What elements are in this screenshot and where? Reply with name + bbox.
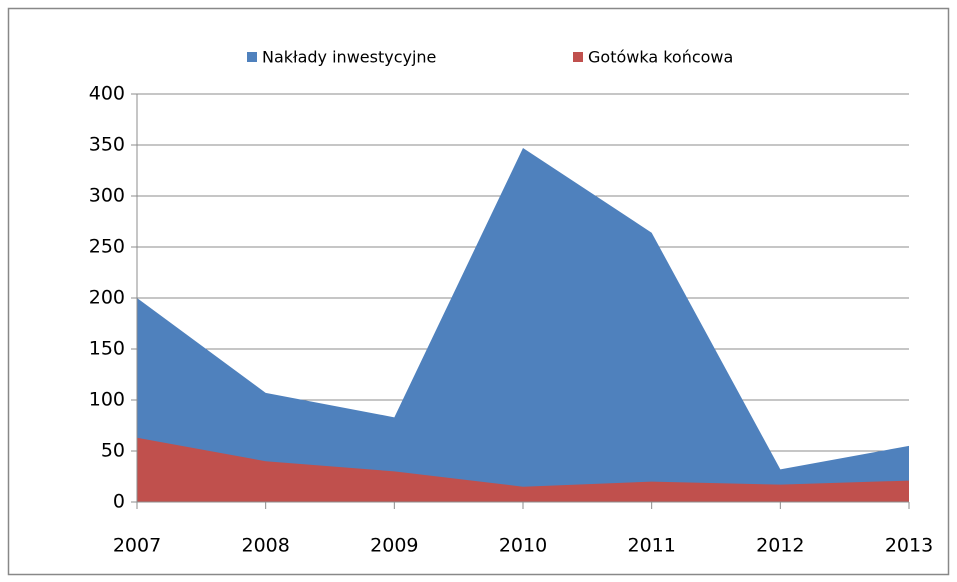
legend-swatch — [573, 52, 583, 62]
legend: Nakłady inwestycyjne Gotówka końcowa — [247, 48, 733, 67]
x-tick-label: 2013 — [885, 535, 933, 557]
y-tick-label: 250 — [89, 236, 125, 258]
x-tick-label: 2008 — [241, 535, 289, 557]
x-tick-label: 2007 — [113, 535, 161, 557]
y-tick-label: 350 — [89, 134, 125, 156]
y-tick-label: 300 — [89, 185, 125, 207]
area — [137, 437, 909, 502]
y-tick-label: 150 — [89, 338, 125, 360]
x-tick-label: 2012 — [756, 535, 804, 557]
y-tick-label: 100 — [89, 389, 125, 411]
x-tick-label: 2011 — [627, 535, 675, 557]
area — [137, 148, 909, 502]
y-tick-label: 200 — [89, 287, 125, 309]
legend-label: Nakłady inwestycyjne — [262, 48, 436, 67]
x-tick-label: 2010 — [499, 535, 547, 557]
y-tick-label: 50 — [101, 440, 125, 462]
y-tick-label: 0 — [113, 491, 125, 513]
legend-label: Gotówka końcowa — [588, 48, 733, 67]
x-tick-label: 2009 — [370, 535, 418, 557]
y-tick-label: 400 — [89, 83, 125, 105]
legend-swatch — [247, 52, 257, 62]
